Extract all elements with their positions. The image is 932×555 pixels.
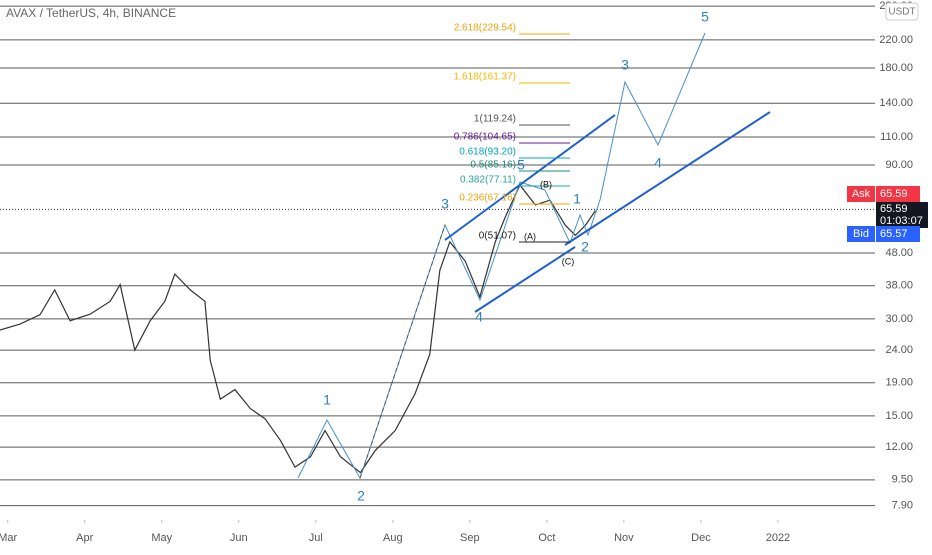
- y-tick-label: 48.00: [885, 247, 913, 259]
- y-tick-label: 180.00: [879, 62, 913, 74]
- fib-label: 0.786(104.65): [454, 132, 516, 143]
- x-tick-label: May: [151, 532, 172, 544]
- wave-label: 2: [357, 488, 365, 504]
- fib-label: 0.5(85.16): [470, 160, 516, 171]
- plot: [0, 183, 875, 474]
- dashed-trend: [359, 224, 446, 479]
- wave-label: 1: [573, 191, 581, 207]
- price-line: [0, 183, 596, 474]
- last-box: [876, 202, 928, 228]
- wave-label: 3: [621, 57, 629, 73]
- x-tick-label: 2022: [766, 532, 790, 544]
- currency-button[interactable]: [885, 2, 919, 21]
- y-tick-label: 12.00: [885, 441, 913, 453]
- y-tick-label: 30.00: [885, 313, 913, 325]
- x-tick-label: Nov: [614, 532, 634, 544]
- fib-label: 2.618(229.54): [454, 23, 516, 34]
- channel-lower: [564, 111, 771, 246]
- ask-label: Ask: [852, 188, 871, 200]
- x-tick-label: Apr: [76, 532, 93, 544]
- wave-label: (C): [562, 256, 575, 266]
- ask-value: 65.59: [880, 188, 908, 200]
- y-tick-label: 24.00: [885, 344, 913, 356]
- channel-upper: [444, 114, 616, 241]
- fib-label: 0.382(77.11): [460, 175, 516, 186]
- y-tick-label: 140.00: [879, 97, 913, 109]
- chart-title: AVAX / TetherUS, 4h, BINANCE: [6, 6, 176, 20]
- y-tick-label: 15.00: [885, 410, 913, 422]
- wave-label: 5: [701, 9, 709, 25]
- last-value: 65.59: [880, 203, 908, 215]
- x-tick-label: Dec: [691, 532, 711, 544]
- bid-value: 65.57: [880, 228, 908, 240]
- wave-label: 2: [581, 239, 589, 255]
- y-tick-label: 7.90: [892, 500, 913, 512]
- y-tick-label: 38.00: [885, 280, 913, 292]
- annotations: 2.618(229.54) 1.618(161.37) 1(119.24) 0.786…: [323, 9, 709, 504]
- fib-label: 1(119.24): [474, 114, 516, 125]
- x-tick-label: Aug: [383, 532, 403, 544]
- fib-label: 1.618(161.37): [454, 72, 516, 83]
- countdown: 01:03:07: [880, 215, 923, 227]
- wave-label: 4: [475, 309, 483, 325]
- wave-label: (B): [540, 179, 552, 189]
- x-tick-label: Jun: [230, 532, 248, 544]
- fib-label: 0.236(67.16): [459, 193, 516, 204]
- time-axis-bg: [0, 520, 932, 550]
- y-tick-label: 110.00: [880, 131, 913, 143]
- wave-label: 3: [441, 196, 449, 212]
- wave-label: 1: [323, 392, 331, 408]
- axes: 7.90 9.50 12.00 15.00 19.00 24.00 30.00 38.00 48…: [0, 0, 928, 544]
- bid-box: [876, 226, 920, 242]
- ask-box: [876, 186, 920, 202]
- wave-label: 5: [517, 157, 525, 173]
- price-axis-bg: [875, 0, 932, 520]
- wave-label: (A): [524, 231, 536, 241]
- wave-label: 4: [654, 155, 662, 171]
- y-tick-label: 90.00: [885, 159, 913, 171]
- fib-label: 0(51.07): [479, 231, 516, 242]
- x-tick-label: Jul: [309, 532, 323, 544]
- fib-label: 0.618(93.20): [459, 147, 516, 158]
- grid: [0, 5, 875, 507]
- currency-label: USDT: [888, 7, 915, 18]
- y-tick-label: 220.00: [879, 34, 913, 46]
- ask-tag: [847, 186, 875, 202]
- y-tick-label: 19.00: [885, 377, 913, 389]
- x-tick-label: Mar: [0, 532, 18, 544]
- y-tick-label: 9.50: [892, 474, 913, 486]
- channel-lower-short: [474, 246, 576, 313]
- bid-tag: [847, 226, 875, 242]
- bid-label: Bid: [853, 228, 869, 240]
- x-tick-label: Oct: [538, 532, 555, 544]
- x-tick-label: Sep: [460, 532, 480, 544]
